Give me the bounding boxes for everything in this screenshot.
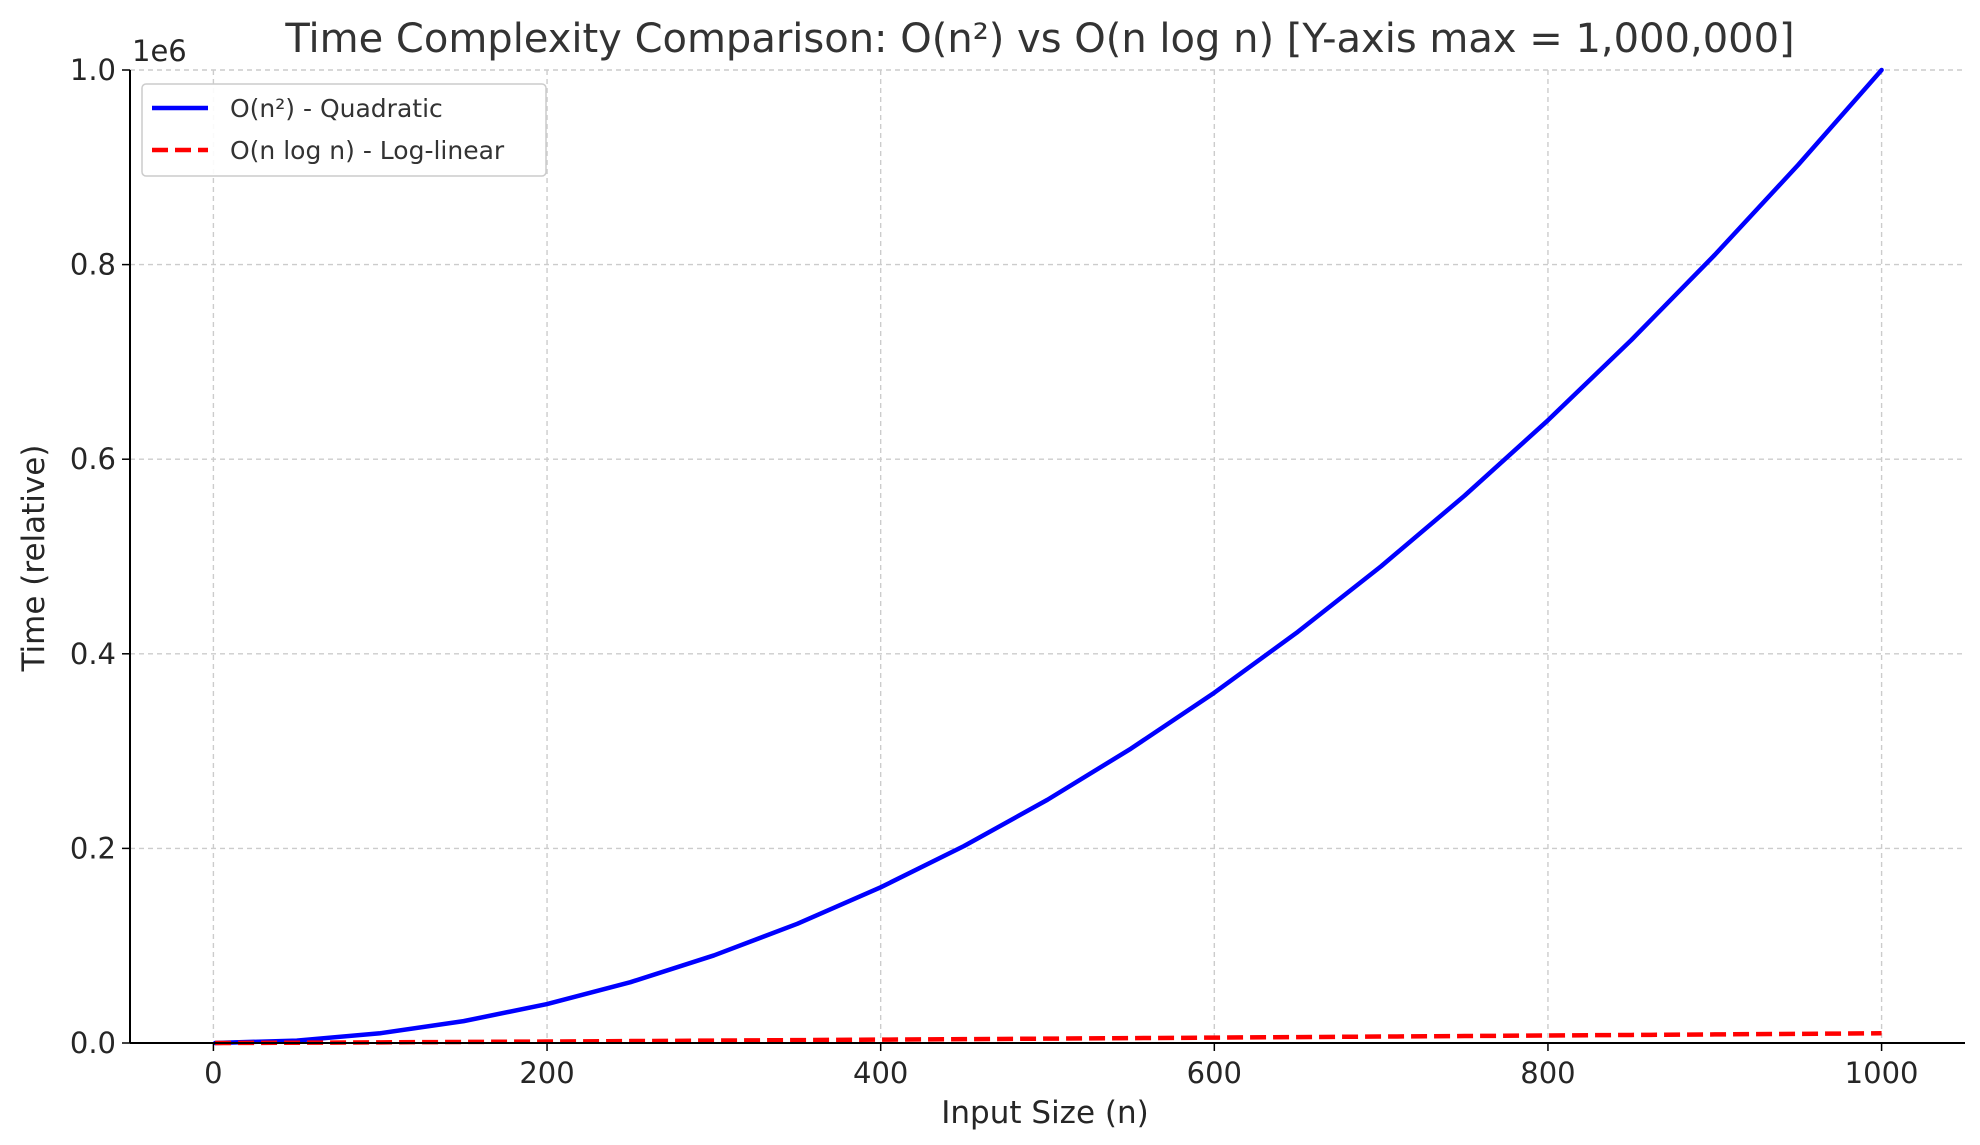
- legend-label-quadratic: O(n²) - Quadratic: [230, 94, 443, 123]
- y-tick-label: 0.8: [70, 248, 116, 282]
- series-line-loglinear: [215, 1031, 1882, 1046]
- plot-area: [212, 67, 1884, 1046]
- axes: [129, 70, 1965, 1044]
- x-tick-label: 1000: [1845, 1056, 1919, 1090]
- x-tick-label: 800: [1520, 1056, 1575, 1090]
- x-tick-label: 600: [1187, 1056, 1242, 1090]
- legend: O(n²) - Quadratic O(n log n) - Log-linea…: [141, 83, 547, 177]
- y-tick-label: 0.2: [70, 831, 116, 865]
- series-line-quadratic: [212, 67, 1884, 1046]
- y-tick-label: 0.6: [70, 442, 116, 476]
- x-axis-label: Input Size (n): [941, 1095, 1148, 1131]
- legend-label-loglinear: O(n log n) - Log-linear: [230, 136, 505, 165]
- tick-marks: 0 200 400 600 800 1000 0.0 0.2 0.4 0.6 0.8 1.0: [70, 53, 1919, 1090]
- y-tick-label: 0.0: [70, 1026, 116, 1060]
- x-tick-label: 0: [204, 1056, 222, 1090]
- y-axis-label: Time (relative): [16, 445, 52, 673]
- y-offset-label: 1e6: [132, 34, 187, 68]
- x-tick-label: 400: [853, 1056, 908, 1090]
- x-tick-label: 200: [519, 1056, 574, 1090]
- y-tick-label: 1.0: [70, 53, 116, 87]
- y-tick-label: 0.4: [70, 637, 116, 671]
- chart-title: Time Complexity Comparison: O(n²) vs O(n…: [284, 16, 1794, 62]
- grid-lines: [130, 69, 1965, 1044]
- legend-box: [141, 83, 547, 177]
